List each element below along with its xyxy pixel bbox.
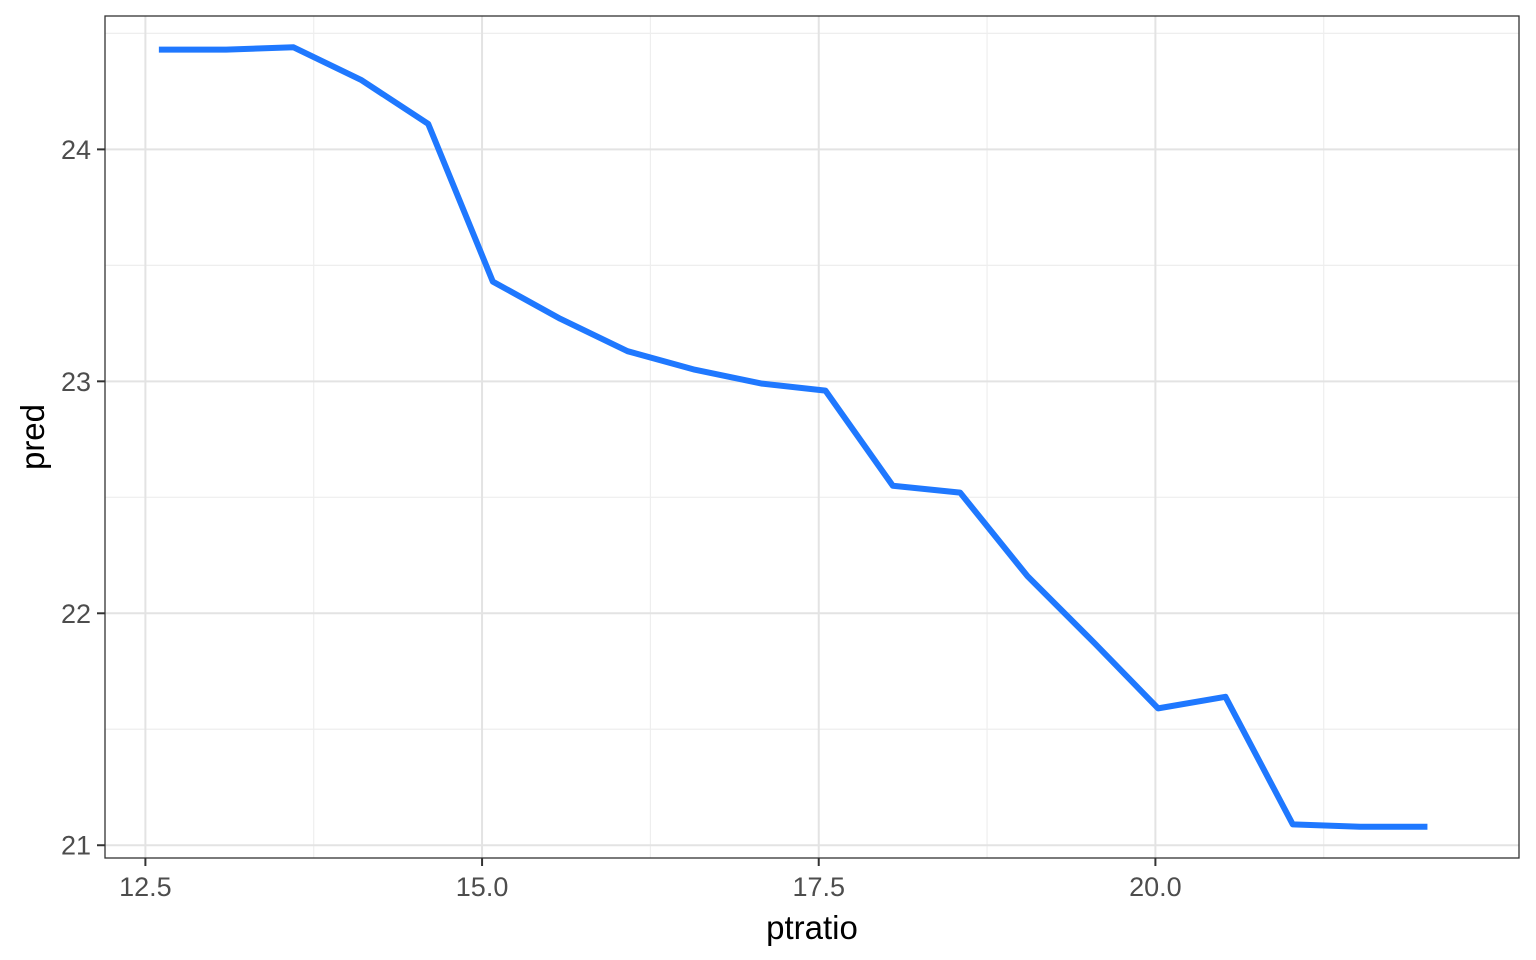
y-axis-title: pred: [14, 404, 51, 470]
x-tick-label-0: 12.5: [119, 872, 172, 902]
y-tick-label-1: 22: [61, 599, 91, 629]
series-line-0: [158, 44, 1428, 830]
major-gridlines: [105, 16, 1519, 858]
y-tick-label-2: 23: [61, 367, 91, 397]
y-axis: 21 22 23 24: [61, 135, 105, 861]
y-tick-label-0: 21: [61, 831, 91, 861]
x-axis: 12.5 15.0 17.5 20.0: [119, 858, 1182, 902]
x-axis-title: ptratio: [766, 909, 858, 946]
x-tick-label-1: 15.0: [456, 872, 509, 902]
x-tick-label-2: 17.5: [792, 872, 845, 902]
plot-background: [105, 16, 1519, 858]
panel-border: [104, 15, 1520, 859]
minor-gridlines: [105, 16, 1519, 858]
series-layer: [158, 44, 1428, 830]
x-tick-label-3: 20.0: [1129, 872, 1182, 902]
y-tick-label-3: 24: [61, 135, 91, 165]
